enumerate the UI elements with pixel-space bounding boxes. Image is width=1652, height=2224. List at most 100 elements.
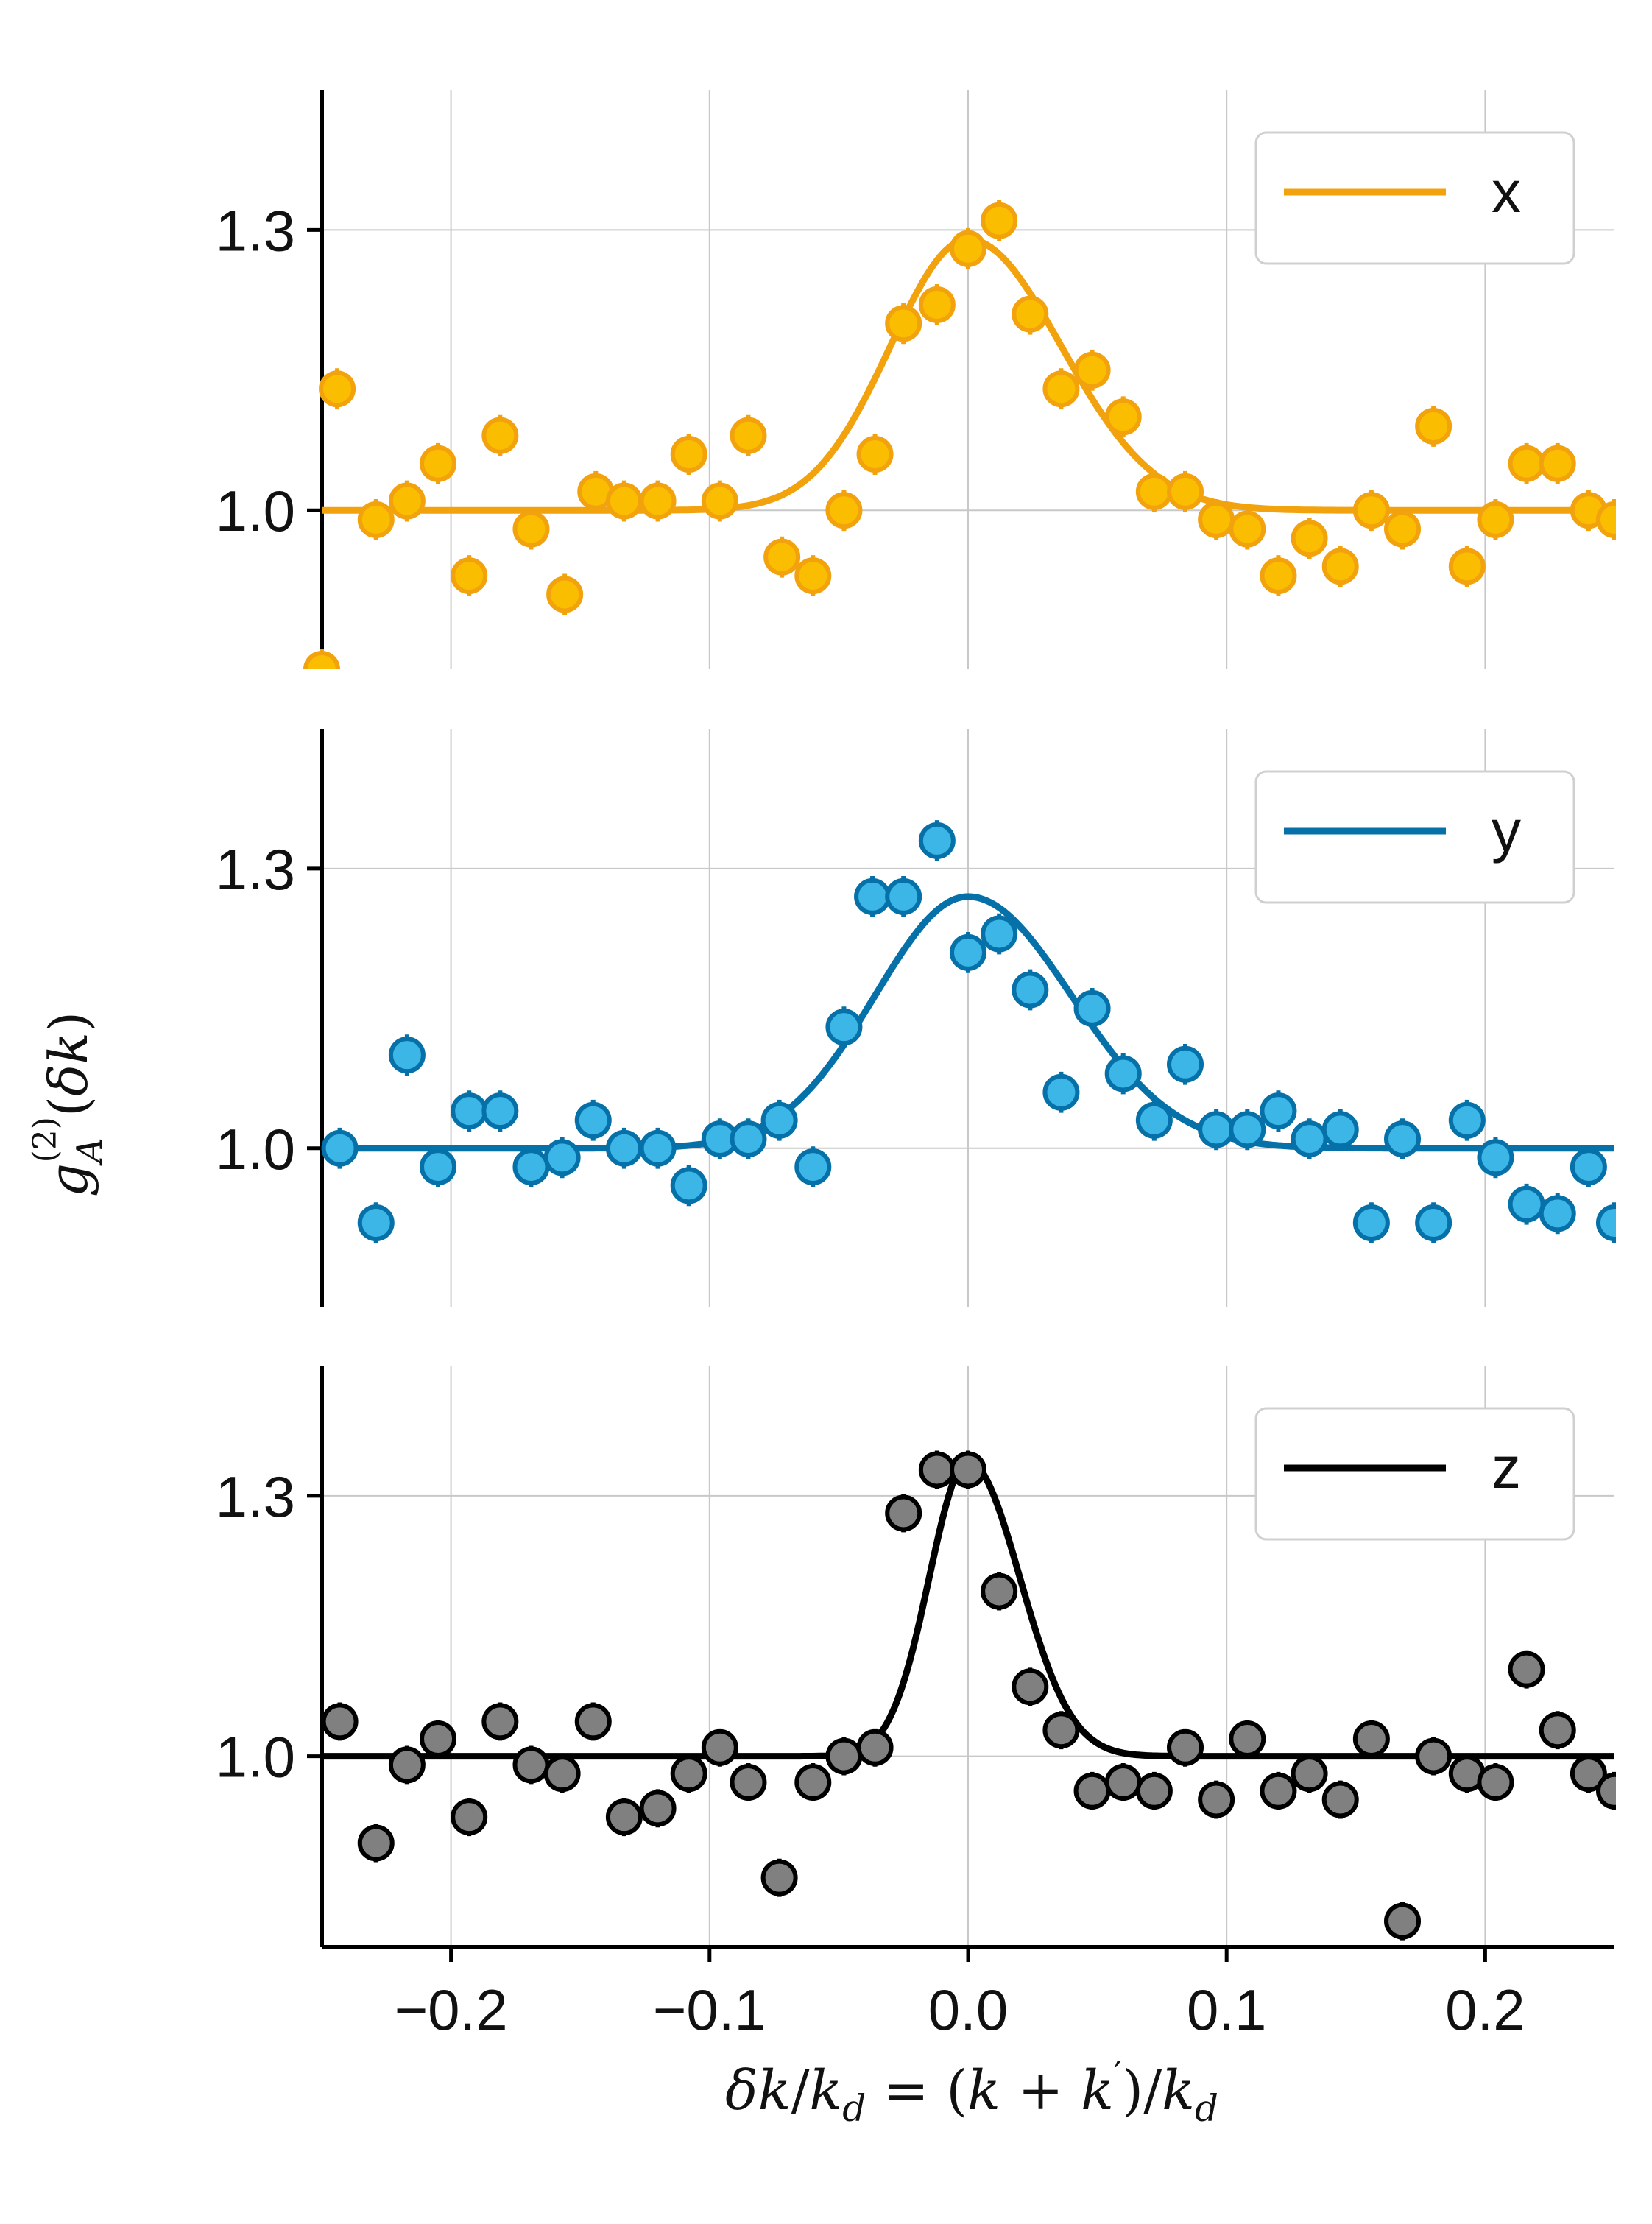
marker	[321, 1129, 359, 1167]
marker	[981, 915, 1018, 953]
data-point	[546, 573, 584, 615]
data-point	[1012, 1667, 1049, 1706]
marker	[543, 1139, 581, 1176]
data-point	[1415, 1202, 1452, 1243]
data-point	[1229, 1109, 1266, 1151]
marker	[546, 576, 584, 613]
data-point	[605, 1798, 643, 1837]
marker	[1198, 1781, 1235, 1818]
marker	[1508, 445, 1545, 482]
data-point	[388, 1745, 426, 1785]
marker	[1291, 1755, 1328, 1793]
marker	[825, 1737, 863, 1775]
marker	[1167, 1729, 1204, 1766]
marker	[1229, 1720, 1266, 1758]
marker	[1352, 492, 1390, 529]
data-point	[1260, 1771, 1297, 1810]
marker	[605, 1129, 643, 1167]
data-point	[701, 1728, 738, 1767]
data-point	[1198, 1780, 1235, 1819]
y-tick-label: 1.3	[216, 1464, 295, 1529]
data-point	[1384, 1118, 1422, 1159]
marker	[1596, 1772, 1616, 1810]
data-point	[1321, 546, 1359, 587]
data-point	[1260, 555, 1297, 596]
marker	[1198, 501, 1235, 538]
marker	[1352, 1204, 1390, 1242]
data-point	[825, 1737, 863, 1776]
data-point	[451, 555, 488, 596]
marker	[639, 1790, 677, 1827]
data-point	[1229, 1720, 1266, 1758]
marker	[1229, 1111, 1266, 1148]
data-point	[543, 1754, 581, 1793]
data-point	[605, 1127, 643, 1169]
marker	[794, 557, 832, 595]
data-point	[1042, 1711, 1080, 1750]
data-point	[1167, 1728, 1204, 1767]
marker	[1596, 501, 1616, 538]
data-point	[639, 1127, 677, 1169]
y-tick-label: 1.0	[216, 1117, 295, 1182]
marker	[730, 1763, 767, 1801]
marker	[1477, 501, 1514, 538]
panel-x: 1.0 1.3 x	[216, 90, 1616, 669]
data-point	[1073, 1771, 1111, 1810]
data-point	[388, 1034, 426, 1076]
legend-box	[1254, 1407, 1575, 1541]
data-point	[885, 1494, 922, 1533]
data-point	[1596, 1202, 1616, 1243]
data-point	[1073, 987, 1111, 1029]
marker	[1570, 1148, 1607, 1186]
data-point	[1539, 1193, 1576, 1235]
data-point	[950, 932, 986, 973]
x-tick-label: 0.2	[1445, 1977, 1525, 2042]
data-point	[760, 1099, 798, 1141]
marker	[1104, 1055, 1142, 1092]
marker	[856, 436, 894, 473]
marker	[1260, 557, 1297, 595]
x-tick-label: −0.1	[653, 1977, 766, 2042]
data-point	[1198, 1109, 1235, 1151]
x-tick-label: 0.1	[1187, 1977, 1266, 2042]
marker	[388, 1746, 426, 1784]
data-point	[420, 442, 457, 484]
data-point	[1291, 1118, 1328, 1159]
marker	[1135, 473, 1173, 510]
marker	[1073, 1772, 1111, 1810]
data-point	[670, 1165, 707, 1207]
data-point	[321, 1702, 359, 1741]
data-point	[1104, 396, 1142, 438]
marker	[950, 230, 986, 267]
marker	[1229, 510, 1266, 548]
data-point	[825, 1006, 863, 1048]
legend-label: x	[1492, 159, 1521, 225]
marker	[1415, 1737, 1452, 1775]
data-point	[670, 1754, 707, 1793]
marker	[1352, 1720, 1390, 1758]
marker	[1167, 473, 1204, 510]
marker	[605, 482, 643, 520]
data-point	[1539, 1711, 1576, 1750]
data-point	[543, 1137, 581, 1179]
data-point	[1384, 1902, 1422, 1941]
data-point	[854, 876, 892, 917]
data-point	[303, 649, 340, 669]
marker	[1448, 548, 1486, 585]
marker	[1508, 1651, 1545, 1688]
marker	[319, 370, 356, 408]
legend: y	[1254, 770, 1575, 904]
data-point	[856, 434, 894, 475]
marker	[451, 557, 488, 595]
legend-label: z	[1492, 1435, 1521, 1500]
marker	[1570, 1755, 1607, 1793]
data-point	[574, 1702, 612, 1741]
marker	[1415, 407, 1452, 445]
marker	[1539, 445, 1576, 482]
legend-box	[1254, 131, 1575, 265]
marker	[760, 1101, 798, 1139]
data-point	[357, 498, 395, 540]
marker	[1260, 1772, 1297, 1810]
marker	[918, 1451, 956, 1489]
data-point	[950, 1450, 986, 1489]
